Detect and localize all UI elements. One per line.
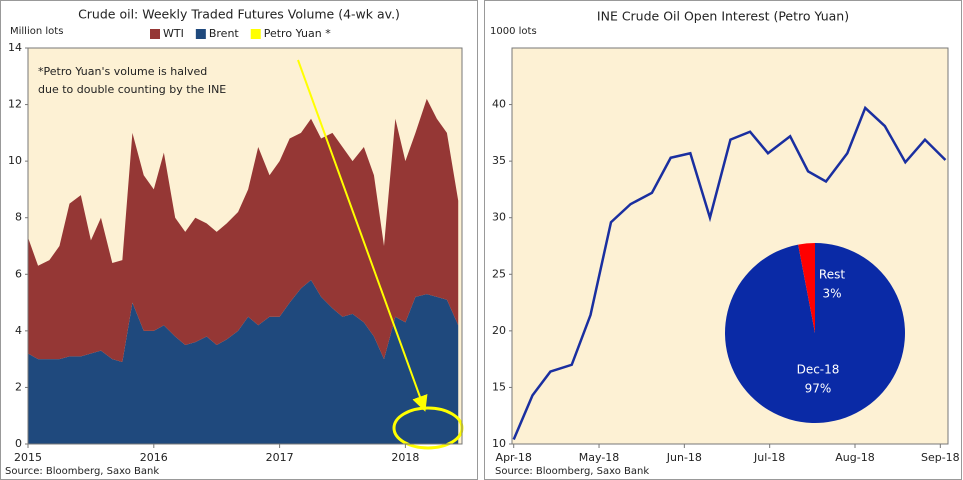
y-tick-label: 4 [15,324,22,337]
annotation: due to double counting by the INE [38,83,226,96]
y-tick-label: 15 [492,380,506,393]
chart-title: Crude oil: Weekly Traded Futures Volume … [78,7,400,22]
y-tick-label: 35 [492,154,506,167]
y-tick-label: 8 [15,211,22,224]
y-axis-label: Million lots [10,26,63,37]
y-tick-label: 6 [15,267,22,280]
source: Source: Bloomberg, Saxo Bank [5,466,159,477]
pie-slice [798,243,815,333]
pie-label: Rest [819,268,845,282]
x-tick-label: May-18 [579,451,620,464]
y-tick-label: 20 [492,324,506,337]
legend-swatch [150,29,160,39]
pie-value-label: 3% [822,287,841,301]
arrow [297,59,428,412]
legend-label: WTI [163,27,184,40]
area [28,98,459,362]
y-tick-label: 40 [492,98,506,111]
x-tick-label: Apr-18 [496,451,532,464]
y-tick-label: 30 [492,211,506,224]
left-plot-frame [27,47,463,445]
chart-title: INE Crude Oil Open Interest (Petro Yuan) [597,9,849,24]
x-tick-label: 2017 [266,451,294,464]
y-axis-label: 1000 lots [490,26,537,37]
pie-label: Dec-18 [797,363,840,377]
y-tick-label: 10 [8,154,22,167]
y-tick-label: 14 [8,41,22,54]
legend-swatch [250,29,261,39]
legend-swatch [195,29,206,39]
y-tick-label: 0 [15,437,22,450]
x-tick-label: Aug-18 [835,451,874,464]
y-tick-label: 2 [15,380,22,393]
x-tick-label: 2016 [140,451,168,464]
y-tick-label: 10 [492,437,506,450]
y-tick-label: 12 [8,98,22,111]
area [28,279,459,444]
x-tick-label: Jul-18 [753,451,785,464]
line [512,105,947,440]
x-tick-label: 2018 [391,451,419,464]
right-plot-frame [511,47,949,445]
source: Source: Bloomberg, Saxo Bank [495,466,649,477]
pie-value-label: 97% [805,382,832,396]
x-tick-label: 2015 [14,451,42,464]
legend-label: Brent [209,27,240,40]
annotation: *Petro Yuan's volume is halved [38,65,207,78]
x-tick-label: Sep-18 [921,451,960,464]
legend-label: Petro Yuan * [264,27,331,40]
x-tick-label: Jun-18 [666,451,702,464]
y-tick-label: 25 [492,267,506,280]
